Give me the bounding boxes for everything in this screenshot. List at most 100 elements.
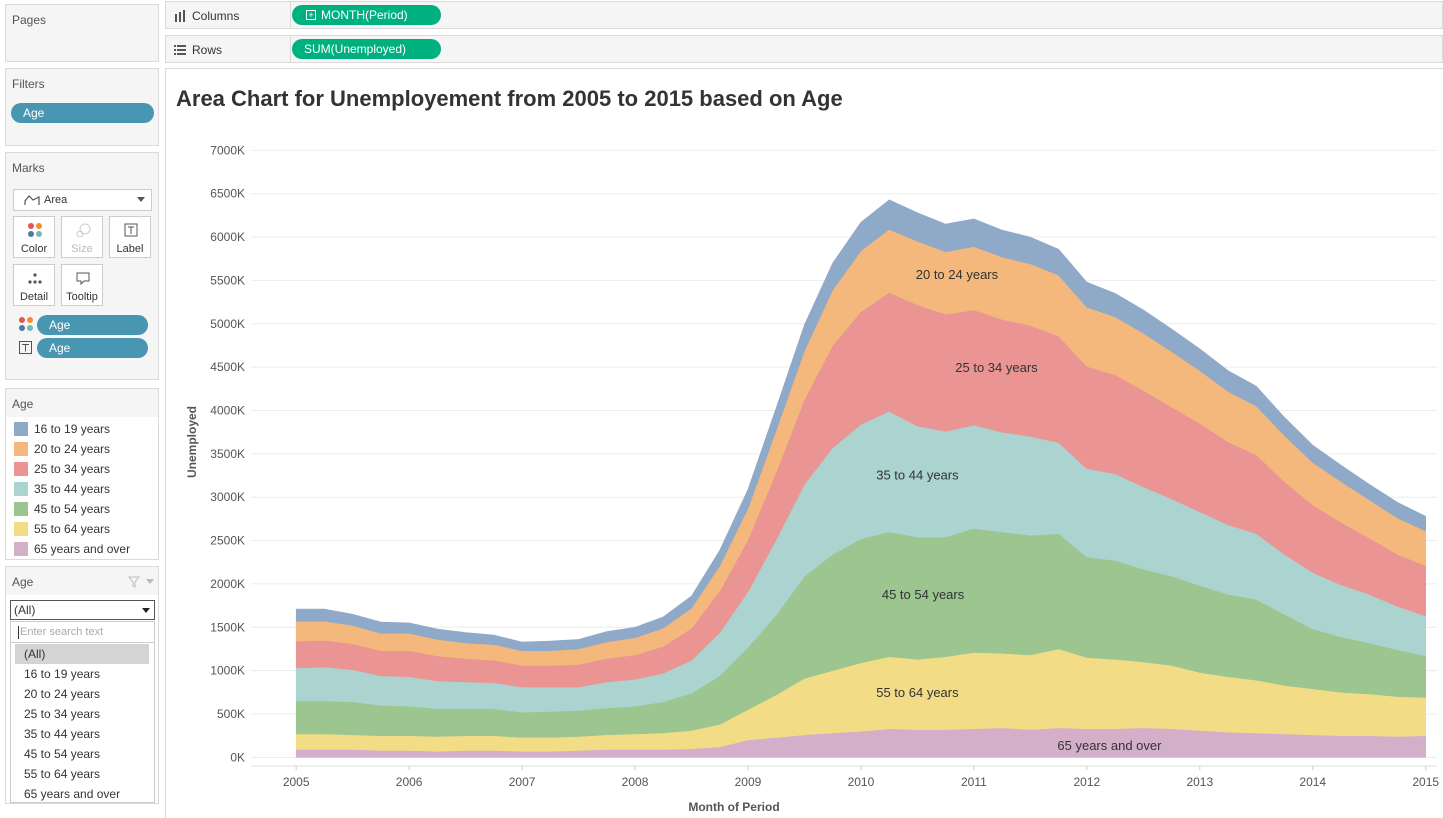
search-cursor [18,626,19,639]
area-label: 20 to 24 years [916,267,999,282]
age-filter-dropdown[interactable]: (All) [10,600,155,620]
y-tick-label: 2500K [210,534,245,548]
legend-swatch [14,462,28,476]
filter-option[interactable]: 35 to 44 years [24,727,101,741]
filter-search-input: Enter search text [20,626,104,638]
y-tick-label: 500K [217,707,245,721]
legend-swatch [14,482,28,496]
filter-option[interactable]: (All) [15,644,149,664]
marks-tooltip-label: Tooltip [66,291,98,303]
columns-shelf-label: Columns [192,9,240,23]
text-label-icon [124,223,138,237]
marks-color-label: Color [20,243,48,255]
x-tick-label: 2010 [848,775,875,789]
mark-type-label: Area [44,194,68,206]
legend-swatch [14,442,28,456]
area-label: 45 to 54 years [882,587,965,602]
rows-shelf-label: Rows [192,43,223,57]
x-tick-label: 2005 [283,775,310,789]
marks-color-field-pill[interactable]: Age [37,315,148,335]
view-area [165,68,1443,818]
marks-color-button[interactable]: Color [13,216,55,258]
x-tick-label: 2009 [735,775,762,789]
x-axis-title: Month of Period [688,800,779,814]
x-tick-label: 2013 [1186,775,1213,789]
area-label: 25 to 34 years [955,360,1038,375]
color-legend-card: Age 16 to 19 years 20 to 24 years 25 to 34… [5,388,159,560]
size-icon [76,223,91,237]
y-tick-label: 4000K [210,403,245,417]
marks-detail-label: Detail [19,291,49,303]
columns-pill[interactable]: + MONTH(Period) [292,5,441,25]
rows-icon [174,45,186,55]
legend-swatch [14,542,28,556]
x-tick-label: 2015 [1412,775,1439,789]
marks-tooltip-button[interactable]: Tooltip [61,264,103,306]
marks-size-button[interactable]: Size [61,216,103,258]
legend-item-label: 45 to 54 years [34,502,111,516]
y-tick-label: 5000K [210,317,245,331]
legend-swatch [14,422,28,436]
chevron-down-icon [137,197,145,202]
age-filter-selected: (All) [14,603,36,617]
shelf-divider [290,36,291,62]
y-tick-label: 2000K [210,577,245,591]
y-tick-label: 7000K [210,143,245,157]
filter-search-box[interactable]: Enter search text [10,621,155,643]
pages-card-title: Pages [12,13,47,27]
filter-option[interactable]: 16 to 19 years [24,667,101,681]
filter-option[interactable]: 55 to 64 years [24,767,101,781]
expand-plus-icon[interactable]: + [306,10,316,20]
chevron-down-icon [142,608,150,613]
pages-card: Pages [5,4,159,62]
legend-item-label: 20 to 24 years [34,442,111,456]
marks-size-label: Size [71,243,93,255]
x-tick-label: 2012 [1073,775,1100,789]
filter-card-title: Age [12,575,34,589]
y-tick-label: 1000K [210,664,245,678]
legend-title: Age [12,397,34,411]
y-tick-label: 4500K [210,360,245,374]
x-tick-label: 2006 [396,775,423,789]
filter-pill-age[interactable]: Age [11,103,154,123]
y-tick-label: 6500K [210,187,245,201]
area-chart: Area Chart for Unemployement from 2005 t… [176,86,1439,814]
marks-label-label: Label [116,243,144,255]
filter-option[interactable]: 65 years and over [24,787,121,801]
rows-pill[interactable]: SUM(Unemployed) [292,39,441,59]
marks-detail-button[interactable]: Detail [13,264,55,306]
area-label: 35 to 44 years [876,468,959,483]
filter-options-list [1,567,2,568]
filter-option[interactable]: 25 to 34 years [24,707,101,721]
area-label: 55 to 64 years [876,685,959,700]
x-tick-label: 2007 [509,775,536,789]
y-tick-label: 5500K [210,273,245,287]
color-dots-icon [19,317,33,331]
y-axis-title: Unemployed [185,406,199,478]
columns-pill-label: MONTH(Period) [321,8,408,22]
columns-shelf: Columns + MONTH(Period) [165,1,1443,29]
marks-label-field-pill[interactable]: Age [37,338,148,358]
legend-item-label: 25 to 34 years [34,462,111,476]
x-tick-label: 2011 [961,775,987,789]
legend-header [6,389,158,417]
filter-option[interactable]: 20 to 24 years [24,687,101,701]
mark-type-dropdown[interactable]: Area [13,189,152,211]
marks-card-title: Marks [12,161,45,175]
legend-item-label: 55 to 64 years [34,522,111,536]
filter-funnel-icon[interactable] [128,576,140,588]
legend-item-label: 65 years and over [34,542,131,556]
area-label: 65 years and over [1057,738,1162,753]
y-tick-label: 6000K [210,230,245,244]
filters-card: Filters Age [5,68,159,146]
text-label-icon [19,341,32,354]
marks-card: Marks Area Color Size Label Detail [5,152,159,380]
marks-label-button[interactable]: Label [109,216,151,258]
area-series [295,199,1426,651]
filter-option[interactable]: 45 to 54 years [24,747,101,761]
card-menu-chevron-icon[interactable] [146,579,154,584]
y-tick-label: 3500K [210,447,245,461]
legend-swatch [14,502,28,516]
shelf-divider [290,2,291,28]
y-tick-label: 1500K [210,620,245,634]
